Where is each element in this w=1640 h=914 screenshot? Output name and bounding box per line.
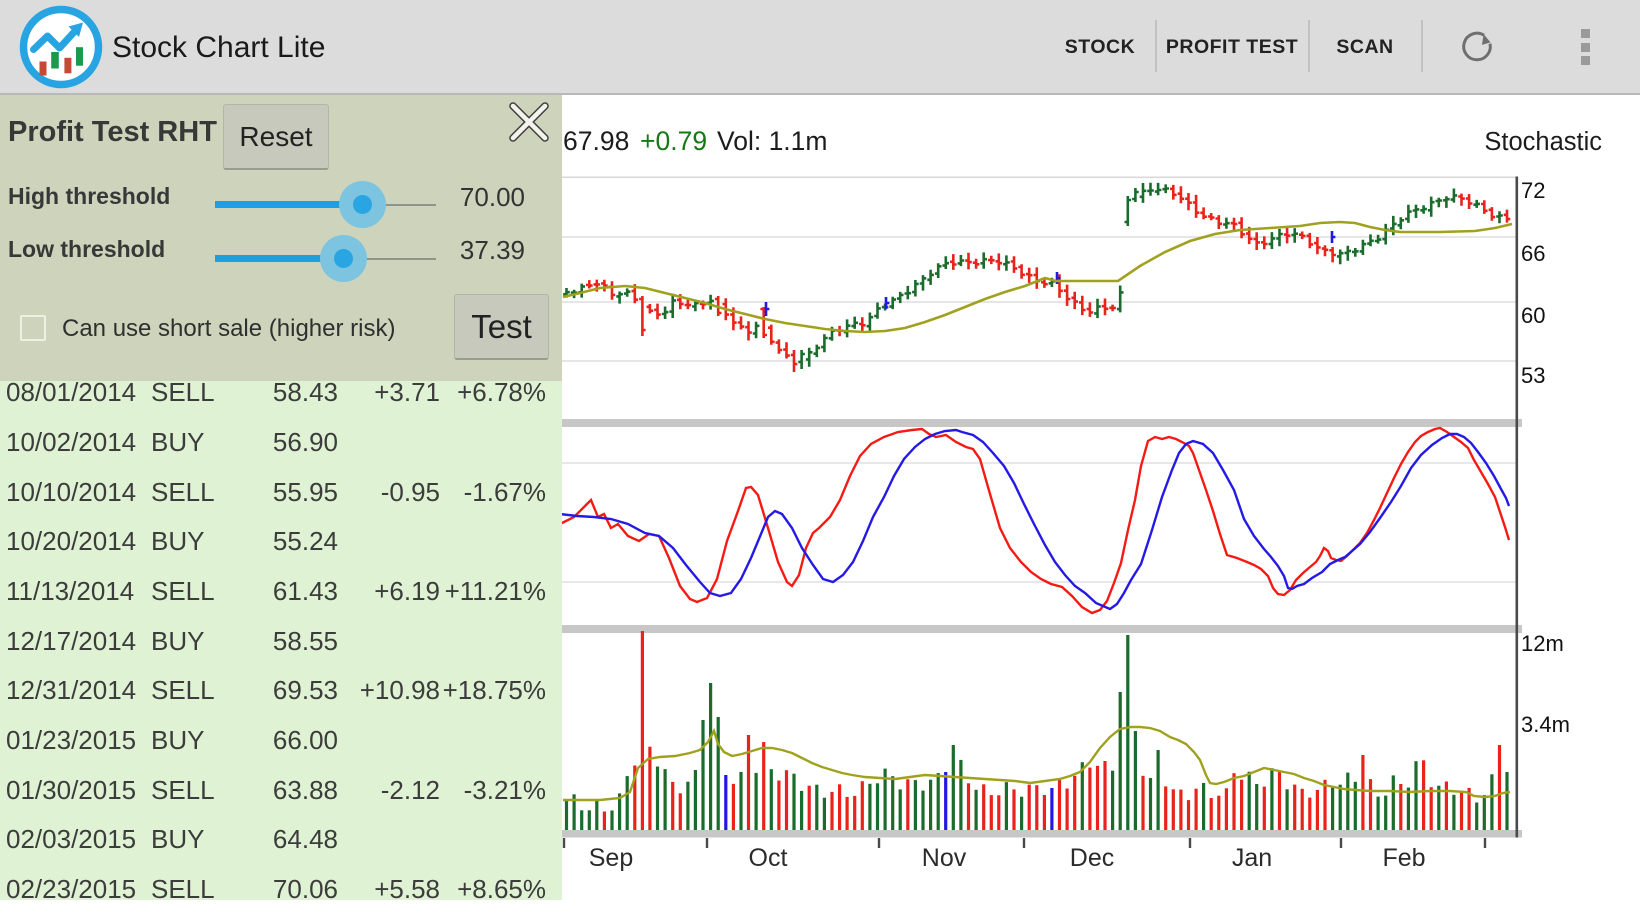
svg-text:53: 53 [1521,363,1545,388]
svg-text:Vol: 1.1m: Vol: 1.1m [717,126,827,156]
svg-text:60: 60 [1521,303,1545,328]
svg-text:72: 72 [1521,178,1545,203]
svg-text:3.4m: 3.4m [1521,712,1570,737]
svg-text:Jan: Jan [1232,844,1272,872]
svg-text:Oct: Oct [749,844,788,872]
svg-text:66: 66 [1521,241,1545,266]
svg-text:12m: 12m [1521,631,1564,656]
svg-text:Stochastic: Stochastic [1484,128,1602,156]
svg-text:+0.79: +0.79 [640,126,707,156]
svg-text:Feb: Feb [1382,844,1425,872]
svg-text:Dec: Dec [1070,844,1114,872]
svg-text:Sep: Sep [589,844,633,872]
svg-text:67.98: 67.98 [563,126,629,156]
svg-text:Nov: Nov [922,844,967,872]
